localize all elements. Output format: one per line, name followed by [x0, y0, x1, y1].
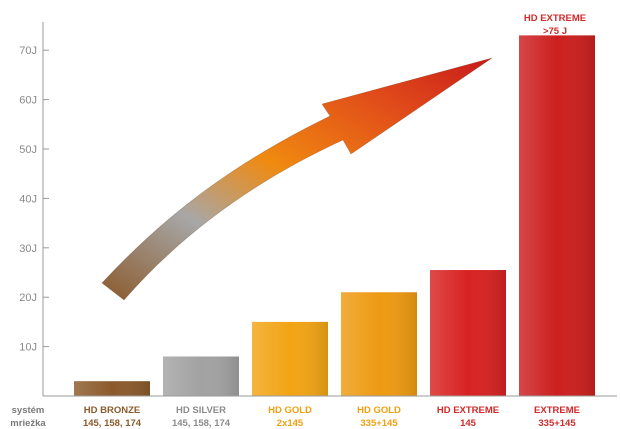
category-label-line2: 145, 158, 174 — [83, 418, 142, 429]
y-tick-label: 70J — [19, 45, 37, 57]
bar-shading — [163, 356, 239, 396]
y-tick-label: 20J — [19, 292, 37, 304]
bar-shading — [341, 292, 417, 396]
category-label-line2: 335+145 — [360, 418, 398, 429]
growth-arrow — [101, 57, 493, 301]
category-label-line1: HD EXTREME — [437, 405, 499, 416]
bar-shading — [519, 35, 595, 396]
category-label-line1: HD GOLD — [268, 405, 312, 416]
bar-shading — [74, 381, 150, 396]
category-label-line2: 335+145 — [538, 418, 576, 429]
category-label-line1: HD SILVER — [176, 405, 226, 416]
top-annotation-line2: >75 J — [543, 26, 567, 37]
y-tick-label: 40J — [19, 193, 37, 205]
category-label-line1: HD BRONZE — [84, 405, 140, 416]
y-tick-label: 10J — [19, 342, 37, 354]
row-label-grid: mriežka — [10, 418, 46, 429]
bars — [74, 35, 595, 396]
top-annotation-line1: HD EXTREME — [524, 13, 586, 24]
row-label-system: systém — [12, 405, 45, 416]
y-axis-ticks: 10J 20J 30J 40J 50J 60J 70J — [19, 45, 49, 354]
x-axis-labels: HD BRONZE 145, 158, 174 HD SILVER 145, 158,… — [83, 405, 580, 429]
category-label-line1: EXTREME — [534, 405, 580, 416]
y-tick-label: 30J — [19, 243, 37, 255]
category-label-line2: 145, 158, 174 — [172, 418, 231, 429]
y-tick-label: 50J — [19, 144, 37, 156]
bar-shading — [430, 270, 506, 396]
bar-shading — [252, 321, 328, 396]
category-label-line2: 145 — [460, 418, 477, 429]
category-label-line2: 2x145 — [277, 418, 304, 429]
category-label-line1: HD GOLD — [357, 405, 401, 416]
y-tick-label: 60J — [19, 95, 37, 107]
